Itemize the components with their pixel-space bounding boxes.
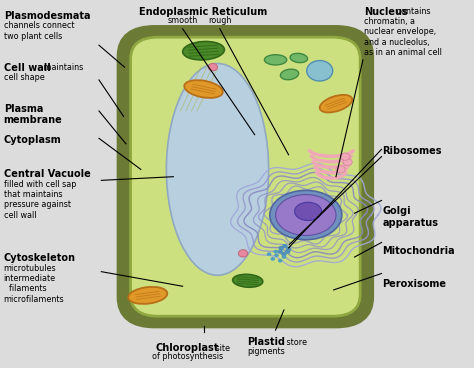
Text: pigments: pigments — [247, 347, 285, 355]
Ellipse shape — [264, 55, 287, 65]
Circle shape — [343, 159, 352, 166]
Ellipse shape — [295, 202, 321, 220]
Text: rough: rough — [208, 16, 231, 25]
Ellipse shape — [182, 42, 224, 60]
Text: Plasmodesmata: Plasmodesmata — [4, 11, 90, 21]
Text: Nucleus: Nucleus — [364, 7, 408, 17]
Text: Peroxisome: Peroxisome — [383, 279, 447, 289]
Ellipse shape — [128, 287, 167, 304]
Text: chromatin, a
nuclear envelope,
and a nucleolus,
as in an animal cell: chromatin, a nuclear envelope, and a nuc… — [364, 17, 442, 57]
Text: of photosynthesis: of photosynthesis — [152, 352, 223, 361]
Text: Mitochondria: Mitochondria — [383, 246, 455, 256]
Text: filled with cell sap
that maintains
pressure against
cell wall: filled with cell sap that maintains pres… — [4, 180, 76, 220]
Circle shape — [286, 247, 292, 251]
Text: Golgi
apparatus: Golgi apparatus — [383, 206, 438, 227]
Ellipse shape — [166, 63, 269, 275]
Circle shape — [277, 250, 283, 254]
Text: maintains: maintains — [41, 63, 83, 72]
Ellipse shape — [184, 80, 223, 98]
Text: microtubules
intermediate
  filaments
microfilaments: microtubules intermediate filaments micr… — [4, 263, 64, 304]
Text: Central Vacuole: Central Vacuole — [4, 169, 91, 179]
Circle shape — [336, 166, 345, 173]
Circle shape — [278, 259, 283, 262]
Circle shape — [285, 250, 291, 254]
Circle shape — [238, 250, 248, 257]
Circle shape — [307, 61, 333, 81]
Text: Chloroplast: Chloroplast — [155, 343, 219, 353]
Circle shape — [273, 250, 278, 254]
Circle shape — [274, 254, 279, 257]
Text: site: site — [213, 344, 230, 353]
Ellipse shape — [270, 190, 342, 240]
Text: store: store — [284, 337, 307, 347]
Circle shape — [278, 246, 284, 250]
Circle shape — [282, 244, 288, 248]
Text: Plasma
membrane: Plasma membrane — [4, 104, 63, 125]
FancyBboxPatch shape — [130, 37, 360, 316]
Circle shape — [341, 153, 350, 160]
Text: contains: contains — [394, 7, 430, 16]
Text: cell shape: cell shape — [4, 72, 45, 82]
Ellipse shape — [290, 53, 308, 63]
Text: Cell wall: Cell wall — [4, 63, 50, 74]
Circle shape — [271, 257, 275, 261]
Ellipse shape — [281, 69, 299, 80]
Text: smooth: smooth — [167, 16, 198, 25]
Text: Cytoplasm: Cytoplasm — [4, 135, 62, 145]
Text: Cytoskeleton: Cytoskeleton — [4, 254, 76, 263]
Text: Plastid: Plastid — [247, 336, 285, 347]
Text: channels connect
two plant cells: channels connect two plant cells — [4, 21, 74, 41]
Text: Endoplasmic Reticulum: Endoplasmic Reticulum — [139, 7, 268, 17]
Circle shape — [208, 63, 218, 71]
FancyBboxPatch shape — [122, 31, 368, 323]
Circle shape — [282, 255, 286, 259]
Text: Ribosomes: Ribosomes — [383, 146, 442, 156]
Circle shape — [267, 252, 272, 256]
Circle shape — [281, 252, 287, 256]
Ellipse shape — [319, 95, 352, 113]
Ellipse shape — [233, 274, 263, 287]
Ellipse shape — [275, 195, 336, 236]
